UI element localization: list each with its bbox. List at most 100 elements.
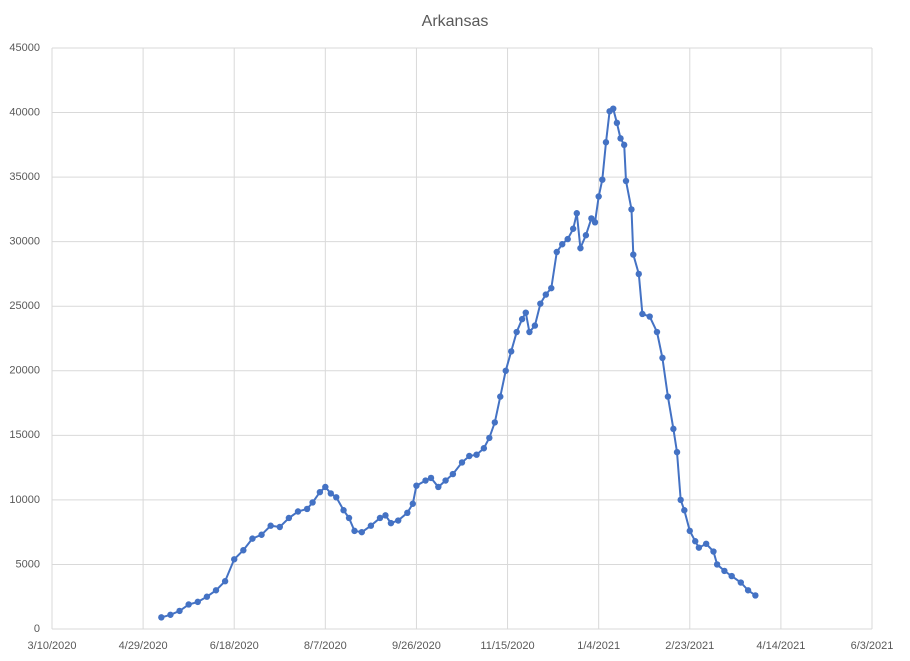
data-point bbox=[473, 451, 480, 458]
data-point bbox=[158, 614, 165, 621]
data-point bbox=[203, 593, 211, 600]
data-point bbox=[664, 393, 672, 400]
y-tick-label: 0 bbox=[34, 623, 40, 635]
data-point bbox=[449, 470, 457, 478]
data-point bbox=[185, 601, 192, 608]
data-point bbox=[564, 235, 571, 243]
data-point bbox=[376, 514, 384, 522]
data-point bbox=[404, 509, 411, 516]
data-point bbox=[686, 527, 693, 535]
x-tick-label: 6/18/2020 bbox=[210, 640, 259, 652]
x-tick-label: 1/4/2021 bbox=[577, 640, 620, 652]
x-tick-label: 4/29/2020 bbox=[119, 640, 168, 652]
data-point bbox=[653, 328, 661, 336]
data-point bbox=[628, 206, 635, 213]
data-point bbox=[702, 540, 710, 547]
data-point bbox=[573, 210, 580, 217]
data-point bbox=[502, 367, 509, 374]
data-point bbox=[577, 244, 584, 252]
data-point bbox=[387, 519, 395, 527]
data-point bbox=[617, 135, 624, 142]
data-point bbox=[737, 579, 744, 586]
data-point bbox=[681, 507, 688, 514]
data-point bbox=[285, 514, 293, 522]
data-point bbox=[309, 499, 316, 506]
y-tick-label: 15000 bbox=[9, 429, 40, 441]
x-tick-label: 8/7/2020 bbox=[304, 640, 347, 652]
data-point bbox=[620, 141, 628, 149]
data-point bbox=[221, 578, 229, 585]
data-point bbox=[646, 313, 653, 320]
data-point bbox=[752, 592, 759, 599]
data-point bbox=[316, 488, 324, 496]
y-tick-label: 40000 bbox=[9, 106, 40, 118]
data-point bbox=[422, 477, 429, 484]
data-point bbox=[231, 556, 238, 563]
data-point bbox=[602, 139, 610, 146]
data-point bbox=[497, 393, 504, 400]
x-tick-label: 2/23/2021 bbox=[665, 640, 714, 652]
data-point bbox=[212, 587, 220, 594]
data-point bbox=[167, 611, 174, 618]
data-point bbox=[613, 119, 621, 127]
data-point bbox=[610, 105, 617, 112]
data-point bbox=[176, 607, 183, 615]
data-point bbox=[322, 483, 329, 491]
data-point bbox=[480, 445, 488, 452]
data-point bbox=[559, 241, 566, 248]
data-point bbox=[582, 232, 590, 239]
data-point bbox=[486, 434, 493, 442]
data-point bbox=[542, 291, 550, 298]
x-tick-label: 9/26/2020 bbox=[392, 640, 441, 652]
data-point bbox=[591, 219, 599, 226]
data-point bbox=[630, 251, 637, 258]
data-point bbox=[409, 500, 416, 507]
data-point bbox=[382, 512, 389, 519]
data-point bbox=[522, 309, 529, 316]
data-point bbox=[491, 419, 498, 426]
data-point bbox=[635, 270, 642, 278]
data-point bbox=[553, 248, 560, 256]
data-point bbox=[548, 284, 555, 292]
data-point bbox=[303, 505, 311, 513]
data-point bbox=[677, 496, 684, 504]
data-point bbox=[692, 538, 699, 545]
data-point bbox=[537, 300, 544, 307]
data-point bbox=[639, 310, 646, 318]
data-point bbox=[249, 535, 256, 542]
data-point bbox=[466, 452, 473, 460]
y-tick-label: 30000 bbox=[9, 236, 40, 248]
data-point bbox=[531, 322, 539, 329]
data-point bbox=[526, 328, 533, 336]
data-point bbox=[194, 598, 201, 606]
data-point bbox=[458, 459, 466, 466]
y-tick-label: 25000 bbox=[9, 300, 40, 312]
y-tick-label: 35000 bbox=[9, 171, 40, 183]
data-point bbox=[442, 477, 449, 484]
data-point bbox=[427, 474, 435, 482]
data-point bbox=[333, 494, 340, 501]
data-point bbox=[395, 517, 402, 524]
data-point bbox=[721, 567, 728, 575]
data-point bbox=[673, 448, 681, 456]
x-tick-label: 11/15/2020 bbox=[480, 640, 534, 652]
data-point bbox=[622, 177, 630, 185]
data-point bbox=[659, 354, 666, 362]
data-point bbox=[695, 544, 703, 551]
data-point bbox=[240, 547, 247, 554]
data-point bbox=[340, 507, 347, 514]
data-point bbox=[518, 315, 526, 323]
data-point bbox=[569, 225, 577, 232]
data-point bbox=[435, 483, 442, 491]
y-tick-label: 20000 bbox=[9, 365, 40, 377]
chart-title: Arkansas bbox=[422, 13, 489, 30]
data-point bbox=[744, 587, 752, 594]
data-point bbox=[513, 328, 520, 336]
data-point bbox=[267, 522, 274, 529]
data-point bbox=[728, 572, 735, 580]
data-point bbox=[599, 176, 606, 183]
x-tick-label: 4/14/2021 bbox=[756, 640, 805, 652]
data-point bbox=[670, 425, 677, 433]
data-point bbox=[595, 193, 602, 200]
